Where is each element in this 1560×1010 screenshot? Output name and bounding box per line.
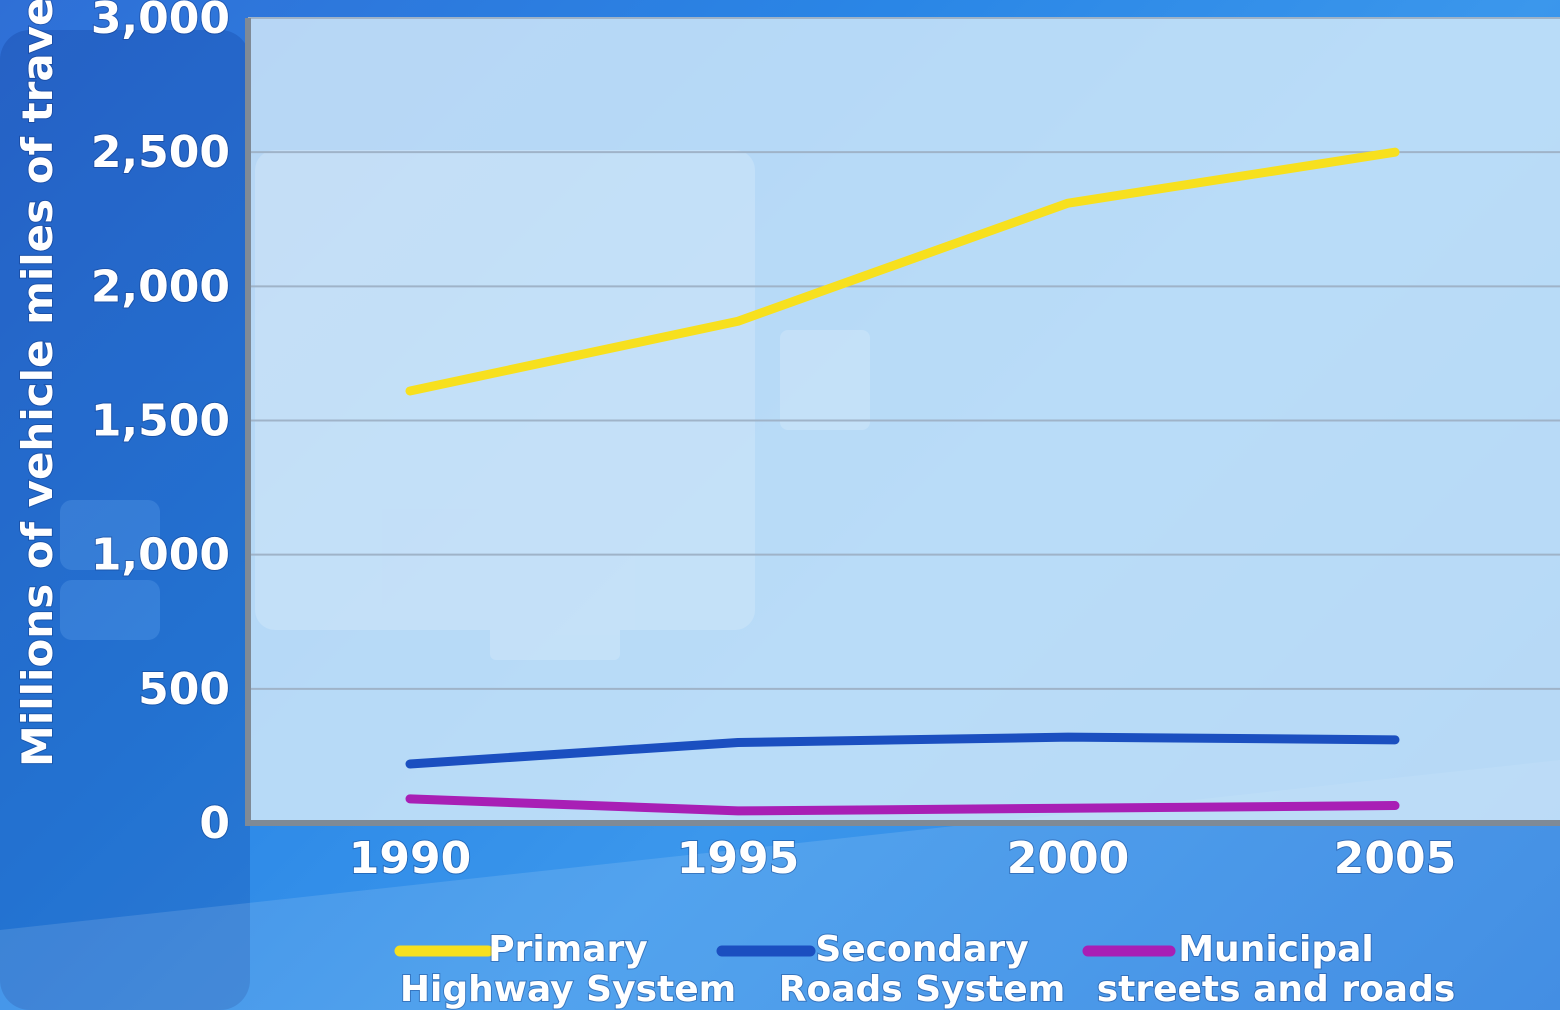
legend-label: Roads System (779, 969, 1065, 1010)
grid-lines (248, 17, 1560, 690)
y-tick-label: 2,500 (91, 127, 230, 178)
axes (245, 18, 1560, 826)
legend-label: Highway System (400, 969, 736, 1010)
y-axis-label: Millions of vehicle miles of travel (13, 0, 62, 767)
series-line-1 (405, 732, 1400, 769)
y-axis-tick-labels: 0 500 1,000 1,500 2,000 2,500 3,000 (90, 0, 231, 850)
x-tick-label: 1995 (677, 833, 799, 884)
series-line-0 (405, 147, 1400, 396)
y-tick-label: 1,000 (91, 530, 230, 581)
legend-label: Primary (488, 929, 648, 970)
series-line-2 (405, 794, 1400, 816)
x-tick-label: 1990 (349, 833, 471, 884)
y-tick-label: 500 (138, 664, 230, 715)
x-tick-label: 2005 (1334, 833, 1456, 884)
y-tick-label: 0 (199, 798, 230, 849)
y-tick-label: 3,000 (91, 0, 230, 44)
legend-label: Municipal (1178, 929, 1374, 970)
truck-ghost-image (255, 150, 870, 660)
y-tick-label: 1,500 (91, 396, 230, 447)
x-axis-tick-labels: 1990 1995 2000 2005 (348, 832, 1457, 885)
series-lines (405, 147, 1400, 816)
legend-label: Secondary (815, 929, 1028, 970)
x-tick-label: 2000 (1007, 833, 1129, 884)
y-tick-label: 2,000 (91, 261, 230, 312)
legend-label: streets and roads (1097, 969, 1456, 1010)
